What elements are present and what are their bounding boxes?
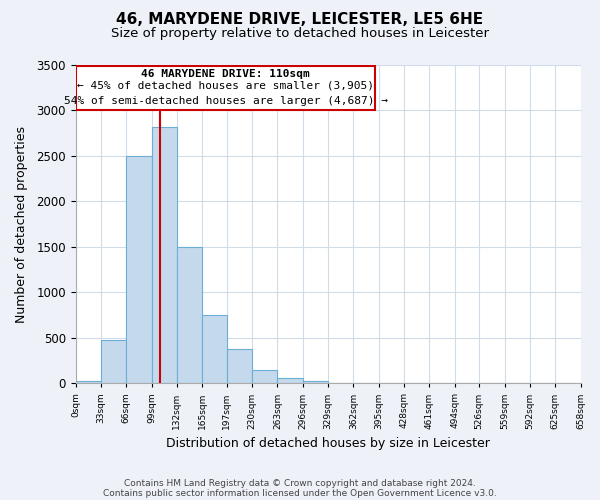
Bar (202, 315, 227, 384)
Bar (177, 247, 202, 384)
Text: Size of property relative to detached houses in Leicester: Size of property relative to detached ho… (111, 28, 489, 40)
Bar (76, 382, 101, 384)
Bar (127, 156, 152, 384)
Text: Contains HM Land Registry data © Crown copyright and database right 2024.: Contains HM Land Registry data © Crown c… (124, 478, 476, 488)
Text: Contains public sector information licensed under the Open Government Licence v3: Contains public sector information licen… (103, 488, 497, 498)
Text: 46, MARYDENE DRIVE, LEICESTER, LE5 6HE: 46, MARYDENE DRIVE, LEICESTER, LE5 6HE (116, 12, 484, 28)
Text: 46 MARYDENE DRIVE: 110sqm: 46 MARYDENE DRIVE: 110sqm (141, 69, 310, 79)
Text: ← 45% of detached houses are smaller (3,905): ← 45% of detached houses are smaller (3,… (77, 81, 374, 91)
X-axis label: Distribution of detached houses by size in Leicester: Distribution of detached houses by size … (166, 437, 490, 450)
Bar (76, 66, 375, 110)
Bar (252, 370, 277, 384)
Text: 54% of semi-detached houses are larger (4,687) →: 54% of semi-detached houses are larger (… (64, 96, 388, 106)
Y-axis label: Number of detached properties: Number of detached properties (15, 126, 28, 322)
Bar (152, 127, 177, 384)
Bar (277, 378, 303, 384)
Bar (101, 340, 127, 384)
Bar (303, 380, 328, 384)
Bar (227, 349, 252, 384)
